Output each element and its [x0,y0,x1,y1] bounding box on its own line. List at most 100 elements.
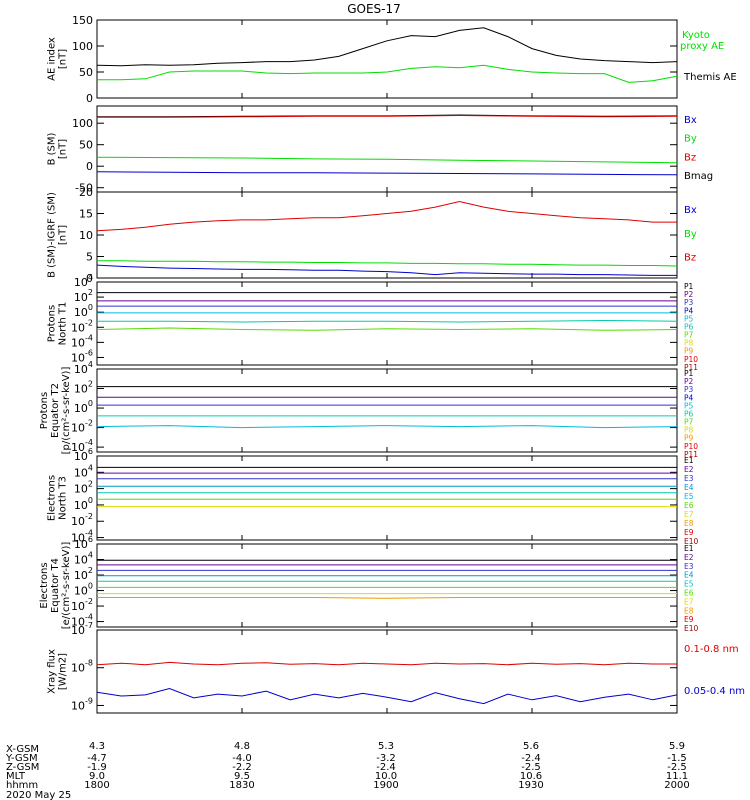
legend-label: Bx [684,115,697,126]
series-line-bx [96,264,677,276]
x-tick-label: -2.4 [376,762,396,773]
y-axis-label: B (SM) [47,132,58,165]
x-tick-label: -1.5 [667,753,687,764]
legend-label: P4 [684,306,694,315]
x-tick-label: 9.5 [234,771,250,782]
x-tick-label: 10.6 [520,771,542,782]
x-tick-label: -2.4 [521,753,541,764]
y-tick-label: 102 [74,566,93,582]
series-line-bz [97,114,678,118]
y-tick-label: 20 [79,186,93,199]
y-axis-label: [nT] [58,49,69,69]
legend-label: E4 [684,571,694,580]
legend-label: P6 [684,322,694,331]
legend-label: E7 [684,597,694,606]
x-tick-label: 5.3 [378,741,394,752]
legend-label: By [684,229,697,240]
y-tick-label: 100 [74,582,93,598]
panel-bigrf: 20 15 10 5 0 B (SM)-IGRF (SM) [nT] Bx By Bz [47,186,697,285]
x-row-label: Z-GSM [6,762,39,773]
y-tick-label: 100 [72,117,93,130]
y-axis-label: North T1 [58,302,69,346]
y-tick-label: 5 [86,251,93,264]
plot-title: GOES-17 [347,2,401,16]
date-label: 2020 May 25 [6,790,71,800]
panel-frame [96,629,678,714]
y-tick-label: 0 [86,92,93,105]
legend-label: E1 [684,544,694,553]
legend-label: E7 [684,510,694,519]
legend-xray: 0.1-0.8 nm 0.05-0.4 nm [684,644,745,697]
legend-label: E6 [684,589,694,598]
panel-bsm: 100 50 0 -50 B (SM) [nT] Bx By Bz Bmag [47,105,713,195]
x-tick-label: 2000 [664,780,689,791]
y-axis-label: [nT] [58,225,69,245]
panel-frame [96,19,678,99]
x-tick-label: 4.3 [89,741,105,752]
legend-label: E5 [684,492,694,501]
y-axis-label: Equator T2 [50,383,61,438]
legend-label: P2 [684,290,694,299]
y-axis-label: Xray flux [47,649,58,694]
legend-label: 0.05-0.4 nm [684,686,745,697]
y-tick-label: 104 [74,360,93,376]
legend-label: P11 [684,450,698,459]
y-tick-label: 50 [79,139,93,152]
legend-label: Themis AE [683,72,737,83]
x-tick-label: 1900 [373,780,398,791]
x-tick-label: 1930 [518,780,543,791]
x-tick-label: -2.5 [667,762,687,773]
y-axis-label: [W/m2] [58,653,69,690]
legend-label: P9 [684,347,694,356]
legend-label: P9 [684,434,694,443]
x-tick-label: 5.6 [523,741,539,752]
legend-label: P1 [684,282,694,291]
panel-frame [96,543,678,628]
x-tick-label: 10.0 [375,771,397,782]
legend-label: proxy AE [680,41,724,52]
y-axis-label: B (SM)-IGRF (SM) [47,192,58,278]
x-tick-label: -2.2 [232,762,252,773]
y-tick-label: 104 [74,551,93,567]
y-axis-label: [p/(cm²-s-sr-keV)] [61,367,72,455]
y-axis-label: AE index [47,37,58,81]
legend-label: P5 [684,314,694,323]
legend-label: P2 [684,377,694,386]
panel-frame [96,455,678,541]
y-tick-label: 102 [74,288,93,304]
y-axis-label: [nT] [58,139,69,159]
panel-frame [96,368,678,453]
x-tick-label: 1800 [84,780,109,791]
panel-pe: 104 102 100 10-2 10-4 Protons Equator T2 [p/(cm… [39,360,698,459]
x-tick-label: -4.7 [87,753,107,764]
x-tick-label: -2.5 [521,762,541,773]
legend-label: Bx [684,205,697,216]
x-tick-label: -4.0 [232,753,252,764]
y-tick-label: 10-7 [71,621,93,637]
y-tick-label: -50 [75,182,93,195]
x-row-label: hhmm [6,780,38,791]
y-tick-label: 15 [79,208,93,221]
legend-label: E10 [684,537,699,546]
legend-label: P7 [684,418,694,427]
x-tick-label: 11.1 [666,771,688,782]
y-tick-label: 102 [74,480,93,496]
y-tick-label: 10-9 [71,696,93,712]
series-line-kyoto-proxy-ae [97,64,678,83]
y-tick-label: 10 [79,229,93,242]
y-tick-label: 10-4 [71,613,93,629]
y-axis-label: Electrons [47,475,58,521]
series-line-0-05-0-4-nm [96,687,678,705]
legend-label: E3 [684,474,694,483]
x-tick-label: 1830 [229,780,254,791]
y-tick-label: 10-2 [71,512,93,528]
series-line-bz [96,200,677,232]
legend-label: Kyoto [682,30,710,41]
legend-label: Bz [684,253,696,264]
